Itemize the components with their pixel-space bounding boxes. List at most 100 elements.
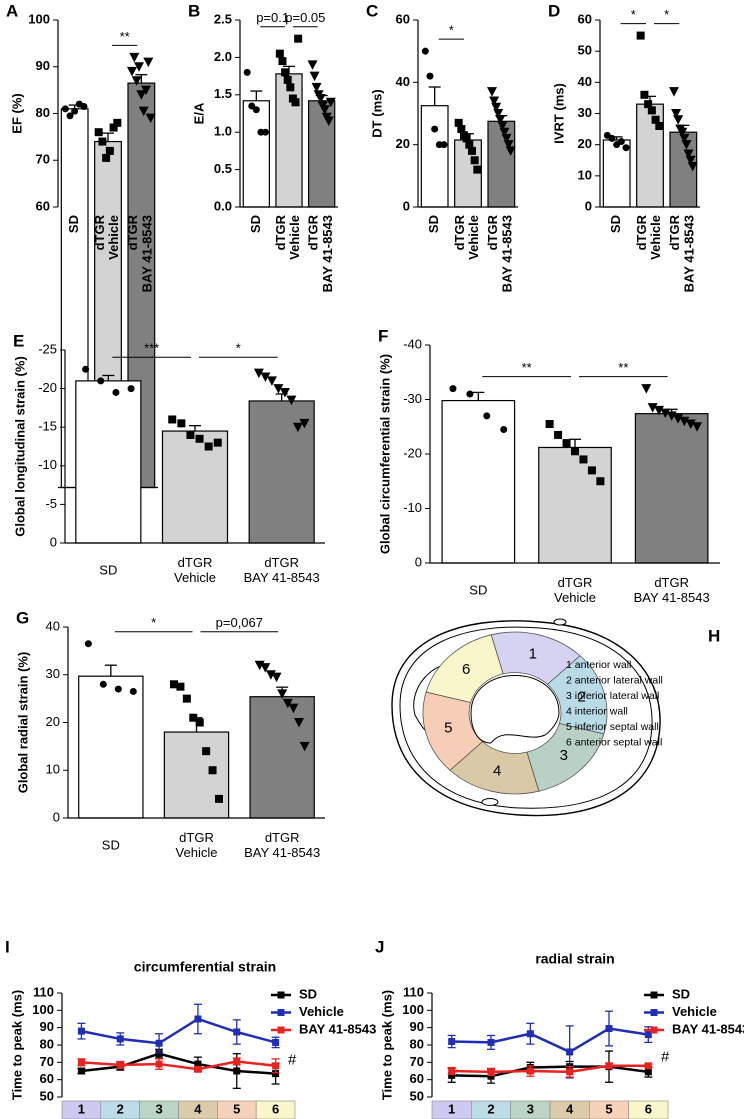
significance-label: * (236, 341, 241, 356)
y-tick-label: 20 (578, 136, 592, 151)
y-tick-label: 70 (410, 1054, 424, 1069)
point (647, 403, 658, 413)
point (182, 694, 191, 703)
point (311, 82, 322, 93)
point (277, 689, 288, 699)
point (145, 113, 156, 124)
point (487, 1038, 495, 1046)
point (571, 447, 579, 456)
outer-contour-2 (399, 626, 653, 809)
y-tick-label: -10 (38, 457, 57, 472)
y-tick-label: 0 (415, 554, 422, 569)
y-tick-label: 80 (36, 105, 50, 120)
bar (538, 446, 612, 564)
point (605, 1062, 613, 1070)
segment (526, 723, 605, 792)
point (94, 128, 103, 137)
point (493, 109, 504, 119)
x-tick-label: SD (248, 215, 263, 233)
point (189, 713, 198, 722)
bar (249, 696, 315, 819)
point (278, 57, 287, 66)
x-tick-label: 6 (272, 1101, 279, 1116)
bar (275, 73, 303, 208)
y-tick-label: 60 (410, 1071, 424, 1086)
panel-letter: I (5, 937, 10, 956)
y-axis-label: EF (%) (9, 93, 24, 133)
y-tick-label: -40 (403, 336, 422, 351)
point (501, 133, 512, 144)
point (176, 682, 185, 691)
y-tick-label: -5 (45, 496, 57, 511)
point (692, 422, 703, 432)
y-tick-label: -20 (38, 380, 57, 395)
point (608, 134, 616, 142)
point (265, 670, 276, 680)
point (114, 685, 122, 693)
point (466, 390, 474, 398)
y-axis-label: E/A (191, 102, 206, 124)
point (102, 153, 111, 162)
y-tick-label: 70 (36, 152, 50, 167)
point (426, 72, 434, 80)
panel-letter: F (378, 326, 388, 345)
x-tick-label: SD (99, 562, 117, 577)
x-tick-label: dTGRVehicle (273, 214, 302, 259)
y-tick-label: 50 (40, 1088, 54, 1103)
point (286, 395, 297, 406)
point (116, 1061, 124, 1069)
point (470, 156, 479, 165)
y-tick-label: 40 (578, 74, 592, 89)
point (272, 1038, 280, 1046)
y-tick-label: 2.5 (214, 11, 232, 26)
point (260, 663, 271, 673)
y-tick-label: -30 (403, 391, 422, 406)
point (448, 1038, 456, 1046)
point (260, 372, 271, 383)
point (473, 165, 482, 174)
point (644, 1062, 652, 1070)
segment (422, 691, 484, 771)
y-tick-label: 0 (50, 534, 57, 549)
point (503, 140, 514, 150)
point (61, 105, 69, 113)
point (134, 62, 144, 72)
bar (161, 430, 229, 544)
point (673, 414, 684, 424)
x-tick-label: SD (66, 215, 81, 233)
point (483, 412, 491, 420)
point (457, 125, 466, 134)
point (644, 1031, 652, 1039)
y-axis-label: Time to peak (ms) (379, 990, 394, 1100)
y-tick-label: 50 (578, 43, 592, 58)
point (666, 411, 677, 421)
y-tick-label: 30 (578, 105, 592, 120)
point (579, 455, 588, 464)
point (288, 703, 299, 714)
point (587, 466, 596, 475)
point (687, 161, 698, 172)
panel-letter: G (16, 608, 29, 627)
significance-label: p=0.1 (256, 10, 289, 25)
point (545, 420, 554, 429)
panel-letter: H (708, 626, 720, 645)
y-tick-label: 90 (40, 1019, 54, 1034)
point (685, 419, 696, 430)
significance-label: p=0,067 (216, 615, 263, 630)
point (136, 90, 147, 100)
point (80, 102, 88, 110)
x-tick-label: 4 (194, 1101, 202, 1116)
legend-label: 1 anterior wall (566, 659, 631, 671)
point (647, 106, 656, 115)
point (644, 1068, 652, 1076)
series-line (81, 1060, 276, 1071)
point (281, 68, 290, 77)
bar (634, 413, 709, 564)
point (440, 141, 448, 149)
legend-label: Vehicle (299, 1004, 344, 1019)
y-tick-label: 0 (53, 809, 60, 824)
y-tick-label: 50 (410, 1088, 424, 1103)
point (99, 680, 107, 688)
significance-label: * (631, 7, 636, 22)
